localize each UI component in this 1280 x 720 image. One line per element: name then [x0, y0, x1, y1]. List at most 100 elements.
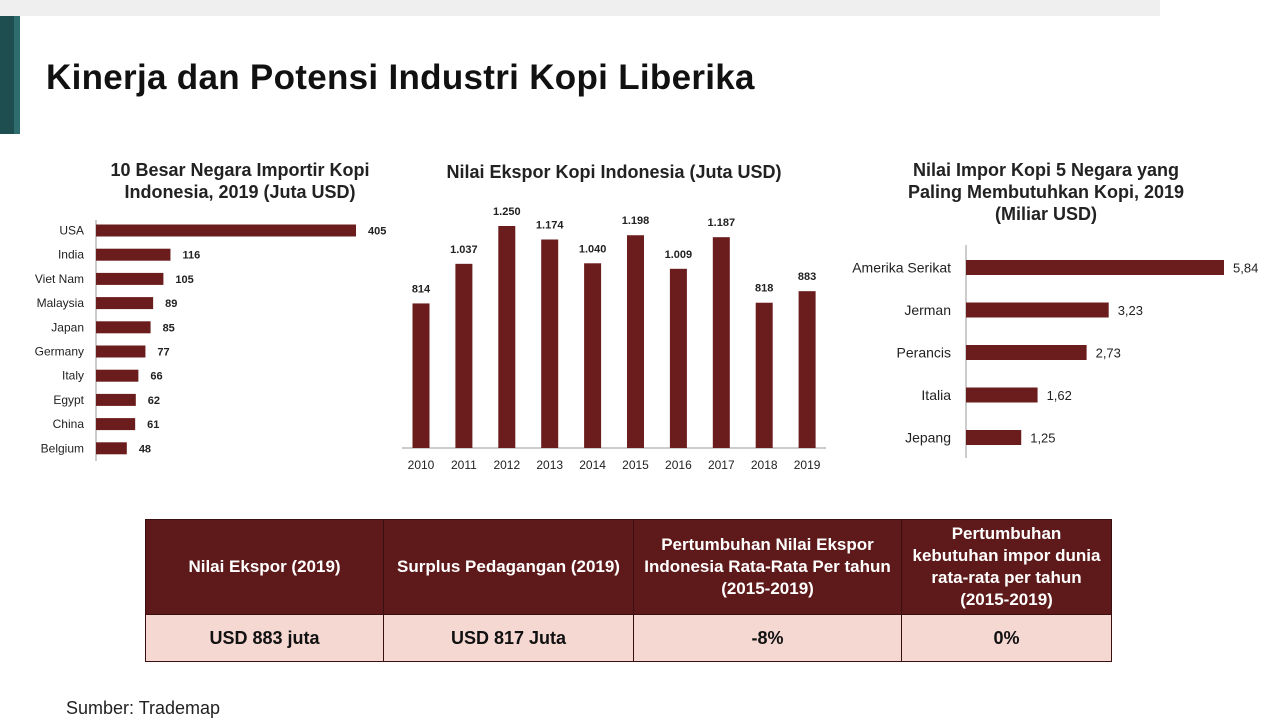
chart1-category-label: Malaysia	[37, 296, 85, 310]
chart2-value-label: 1.198	[622, 215, 650, 227]
value-surplus: USD 817 Juta	[383, 614, 634, 662]
chart1-bar	[96, 418, 136, 431]
chart1-value-label: 105	[175, 274, 193, 286]
value-pertumbuhan-impor: 0%	[901, 614, 1112, 662]
chart1-value-label: 62	[148, 395, 160, 407]
chart2-year-label: 2015	[622, 458, 649, 472]
chart1-bar	[96, 393, 136, 406]
chart1-category-label: Egypt	[53, 393, 84, 407]
chart3-category-label: Jepang	[905, 430, 951, 446]
chart3-category-label: Jerman	[904, 302, 951, 318]
chart1-category-label: Germany	[35, 345, 84, 359]
chart1-title-line-1: 10 Besar Negara Importir Kopi	[110, 160, 370, 180]
chart3-value-label: 5,84	[1233, 261, 1258, 276]
chart1-bar	[96, 321, 151, 334]
chart2-value-label: 814	[412, 283, 431, 295]
summary-table: Nilai Ekspor (2019) Surplus Pedagangan (…	[145, 519, 1112, 662]
chart1-value-label: 61	[147, 419, 159, 431]
chart3-value-label: 2,73	[1096, 346, 1121, 361]
chart1-bar	[96, 345, 146, 358]
chart1-value-label: 77	[157, 347, 169, 359]
chart1-value-label: 85	[163, 322, 175, 334]
chart2-year-label: 2016	[665, 458, 692, 472]
summary-header-row: Nilai Ekspor (2019) Surplus Pedagangan (…	[145, 519, 1112, 615]
value-pertumbuhan-ekspor: -8%	[633, 614, 902, 662]
chart2-bar	[412, 303, 430, 448]
source-note: Sumber: Trademap	[66, 698, 221, 718]
chart2-value-label: 1.250	[493, 206, 521, 218]
chart2-value-label: 1.009	[665, 249, 693, 261]
header-nilai-ekspor: Nilai Ekspor (2019)	[145, 519, 384, 615]
top-band	[0, 0, 1160, 16]
header-pertumbuhan-impor: Pertumbuhan kebutuhan impor dunia rata-r…	[901, 519, 1112, 615]
chart2-bar	[541, 239, 559, 448]
chart1-value-label: 116	[182, 250, 200, 262]
chart2-bar	[755, 302, 773, 448]
header-surplus: Surplus Pedagangan (2019)	[383, 519, 634, 615]
chart2-year-label: 2014	[579, 458, 606, 472]
value-nilai-ekspor: USD 883 juta	[145, 614, 384, 662]
chart2-title: Nilai Ekspor Kopi Indonesia (Juta USD)	[404, 161, 824, 183]
chart1-value-label: 405	[368, 226, 386, 238]
chart1-title: 10 Besar Negara Importir Kopi Indonesia,…	[60, 159, 420, 203]
chart2-year-label: 2017	[708, 458, 735, 472]
chart1-bar	[96, 248, 171, 261]
chart1-category-label: India	[58, 248, 84, 262]
chart3-category-label: Perancis	[897, 345, 951, 361]
chart2-year-label: 2011	[451, 458, 477, 472]
chart2-bar	[798, 291, 816, 448]
chart1-bar	[96, 272, 164, 285]
chart2-bar	[627, 235, 644, 448]
chart1-title-line-2: Indonesia, 2019 (Juta USD)	[124, 182, 356, 202]
chart2-year-label: 2012	[493, 458, 520, 472]
chart2-year-label: 2018	[751, 458, 778, 472]
chart3-value-label: 3,23	[1118, 303, 1143, 318]
chart1-bar	[96, 442, 127, 455]
chart1-category-label: Belgium	[41, 441, 84, 455]
chart1-value-label: 66	[150, 371, 162, 383]
chart3-title: Nilai Impor Kopi 5 Negara yang Paling Me…	[870, 159, 1222, 225]
chart1-bar	[96, 297, 154, 310]
chart3-title-line-1: Nilai Impor Kopi 5 Negara yang	[912, 160, 1180, 180]
chart3-bar	[966, 387, 1038, 403]
chart2-bar	[584, 263, 602, 448]
chart3-bar	[966, 345, 1087, 360]
page-title: Kinerja dan Potensi Industri Kopi Liberi…	[46, 58, 755, 97]
chart2-year-label: 2010	[408, 458, 435, 472]
chart1-category-label: Italy	[62, 369, 84, 383]
chart1-category-label: China	[53, 417, 85, 431]
chart1-category-label: USA	[59, 224, 84, 238]
chart2-value-label: 818	[755, 283, 773, 295]
chart1-value-label: 48	[139, 443, 151, 455]
header-pertumbuhan-ekspor: Pertumbuhan Nilai Ekspor Indonesia Rata-…	[633, 519, 902, 615]
chart2-value-label: 1.187	[708, 217, 736, 229]
chart3-title-line-3: (Miliar USD)	[994, 204, 1097, 224]
chart1-category-label: Japan	[51, 320, 84, 334]
chart2-value-label: 1.040	[579, 243, 607, 255]
chart2-value-label: 1.174	[536, 219, 564, 231]
chart2-bar	[498, 226, 516, 448]
chart3-bar	[966, 260, 1224, 275]
chart3-category-label: Amerika Serikat	[852, 260, 951, 276]
chart1-value-label: 89	[165, 298, 177, 310]
chart2-year-label: 2019	[794, 458, 821, 472]
chart1-bar	[96, 224, 356, 237]
chart2-value-label: 1.037	[450, 244, 478, 256]
accent-bar	[0, 16, 20, 134]
chart1-category-label: Viet Nam	[35, 272, 84, 286]
chart2-bar	[669, 268, 687, 448]
chart3-value-label: 1,25	[1030, 431, 1055, 446]
chart1-bar	[96, 369, 139, 382]
chart3-value-label: 1,62	[1047, 388, 1072, 403]
chart2-bar	[455, 263, 473, 448]
chart2-value-label: 883	[798, 271, 816, 283]
chart3-bar	[966, 302, 1109, 318]
chart3-bar	[966, 430, 1022, 445]
chart2-bar	[712, 237, 730, 448]
chart2-year-label: 2013	[536, 458, 563, 472]
chart2-title-line-1: Nilai Ekspor Kopi Indonesia (Juta USD)	[446, 162, 782, 182]
chart3-title-line-2: Paling Membutuhkan Kopi, 2019	[907, 182, 1185, 202]
summary-value-row: USD 883 juta USD 817 Juta -8% 0%	[145, 614, 1112, 662]
chart3-category-label: Italia	[921, 387, 951, 403]
